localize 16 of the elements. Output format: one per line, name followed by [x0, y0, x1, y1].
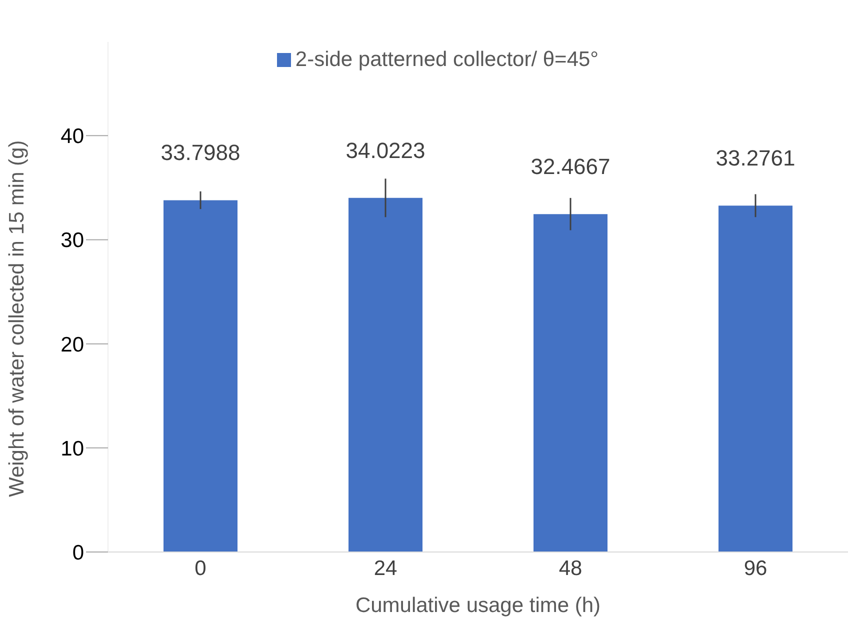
x-tick-label: 48 [558, 556, 582, 580]
y-tick-label: 20 [60, 333, 84, 356]
legend-label: 2-side patterned collector/ θ=45° [295, 48, 599, 71]
y-tick-label: 0 [72, 541, 84, 564]
data-label: 34.0223 [346, 138, 426, 163]
x-tick-label: 96 [744, 556, 768, 580]
y-tick-label: 30 [60, 229, 84, 252]
data-label: 33.7988 [160, 140, 240, 166]
y-tick-label: 40 [60, 125, 84, 148]
x-tick-label: 24 [374, 556, 398, 580]
data-label: 32.4667 [530, 154, 610, 180]
x-axis-title: Cumulative usage time (h) [355, 594, 601, 617]
y-tick-label: 10 [60, 437, 84, 460]
data-label: 33.2761 [716, 146, 796, 171]
y-axis-title: Weight of water collected in 15 min (g) [5, 140, 28, 497]
x-tick-label: 0 [194, 556, 206, 580]
